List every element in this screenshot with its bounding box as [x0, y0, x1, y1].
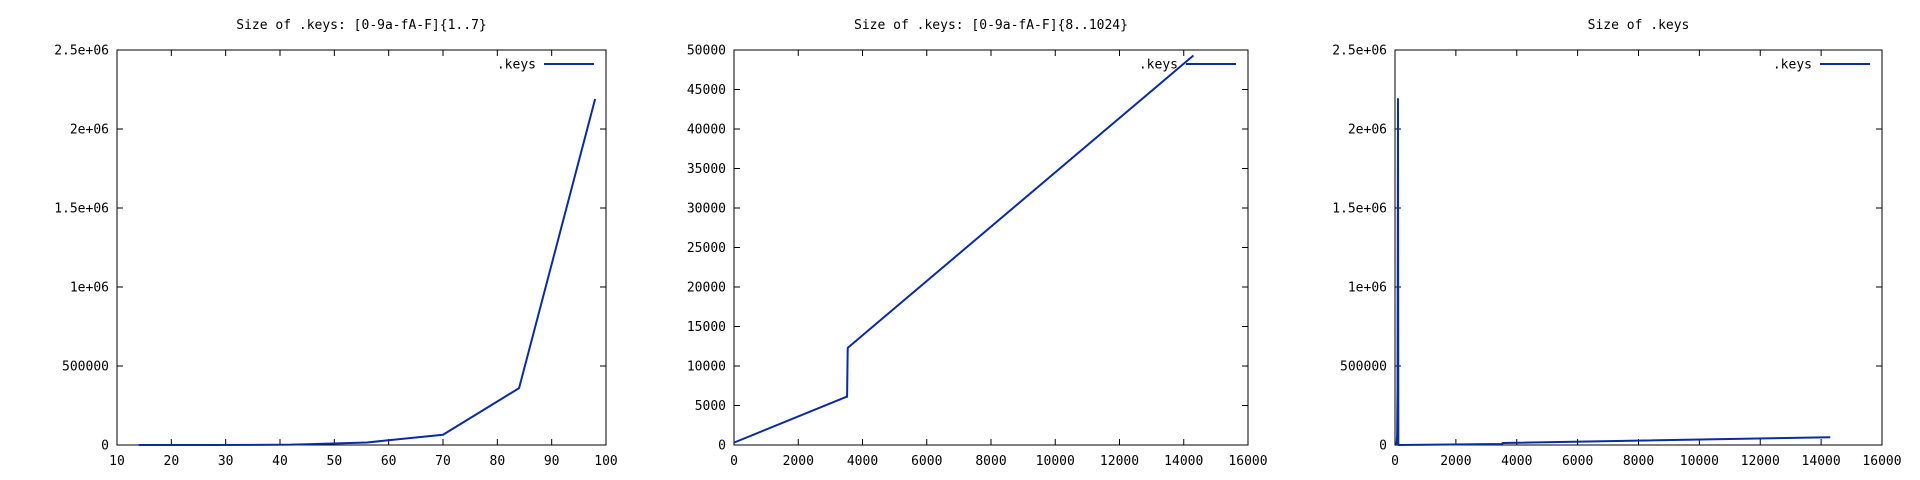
- chart-1: Size of .keys: [0-9a-fA-F]{1..7} 10 20 30 40…: [54, 18, 618, 469]
- y-tick-label: 25000: [687, 241, 726, 256]
- x-tick-label: 60: [381, 454, 397, 469]
- series-line-keys: [138, 98, 597, 446]
- y-tick-label: 0: [101, 439, 109, 454]
- y-tick-label: 2.5e+06: [54, 44, 109, 59]
- y-tick-label: 2e+06: [1348, 123, 1387, 138]
- x-tick-label: 90: [544, 454, 560, 469]
- y-tick-label: 0: [1379, 439, 1387, 454]
- x-tick-label: 16000: [1862, 454, 1901, 469]
- y-tick-label: 50000: [687, 44, 726, 59]
- x-tick-label: 10000: [1680, 454, 1719, 469]
- y-tick-label: 35000: [687, 162, 726, 177]
- x-tick-label: 16000: [1228, 454, 1267, 469]
- legend-label: .keys: [497, 58, 536, 73]
- plot-frame: [116, 49, 607, 446]
- x-tick-label: 12000: [1100, 454, 1139, 469]
- x-tick-label: 12000: [1741, 454, 1780, 469]
- x-tick-label: 0: [1391, 454, 1399, 469]
- x-tick-label: 2000: [1440, 454, 1471, 469]
- plot-frame: [1394, 49, 1883, 446]
- x-tick-label: 8000: [1623, 454, 1654, 469]
- x-tick-label: 50: [327, 454, 343, 469]
- x-tick-label: 6000: [911, 454, 942, 469]
- y-tick-label: 0: [718, 439, 726, 454]
- y-tick-label: 40000: [687, 123, 726, 138]
- x-tick-label: 14000: [1802, 454, 1841, 469]
- legend-label: .keys: [1139, 58, 1178, 73]
- chart-title: Size of .keys: [0-9a-fA-F]{1..7}: [236, 18, 486, 33]
- x-tick-label: 4000: [847, 454, 878, 469]
- x-tick-label: 80: [490, 454, 506, 469]
- x-tick-label: 10: [109, 454, 125, 469]
- y-tick-label: 2.5e+06: [1332, 44, 1387, 59]
- x-tick-label: 0: [730, 454, 738, 469]
- x-tick-label: 2000: [783, 454, 814, 469]
- y-tick-label: 500000: [62, 360, 109, 375]
- series-line-keys: [1395, 97, 1831, 446]
- x-tick-label: 6000: [1562, 454, 1593, 469]
- y-tick-label: 1e+06: [1348, 281, 1387, 296]
- x-tick-label: 10000: [1036, 454, 1075, 469]
- x-tick-label: 70: [435, 454, 451, 469]
- x-tick-label: 30: [218, 454, 234, 469]
- x-tick-label: 8000: [975, 454, 1006, 469]
- y-tick-label: 30000: [687, 202, 726, 217]
- y-tick-label: 20000: [687, 281, 726, 296]
- chart-title: Size of .keys: [1588, 18, 1690, 33]
- y-tick-label: 1.5e+06: [1332, 202, 1387, 217]
- y-tick-label: 1e+06: [70, 281, 109, 296]
- x-tick-label: 14000: [1164, 454, 1203, 469]
- x-tick-label: 4000: [1501, 454, 1532, 469]
- y-tick-label: 1.5e+06: [54, 202, 109, 217]
- y-tick-label: 45000: [687, 83, 726, 98]
- chart-2: Size of .keys: [0-9a-fA-F]{8..1024} 0 2000…: [687, 18, 1268, 469]
- y-tick-label: 5000: [695, 399, 726, 414]
- chart-title: Size of .keys: [0-9a-fA-F]{8..1024}: [854, 18, 1128, 33]
- y-tick-label: 2e+06: [70, 123, 109, 138]
- y-tick-label: 10000: [687, 360, 726, 375]
- y-tick-label: 15000: [687, 320, 726, 335]
- x-tick-label: 20: [164, 454, 180, 469]
- y-tick-label: 500000: [1340, 360, 1387, 375]
- chart-3: Size of .keys 0 2000 4000 6000 8000 10000 12000…: [1332, 18, 1901, 469]
- x-tick-label: 40: [272, 454, 288, 469]
- series-line-keys: [733, 54, 1195, 444]
- legend-label: .keys: [1773, 58, 1812, 73]
- plot-frame: [733, 49, 1249, 446]
- x-tick-label: 100: [594, 454, 617, 469]
